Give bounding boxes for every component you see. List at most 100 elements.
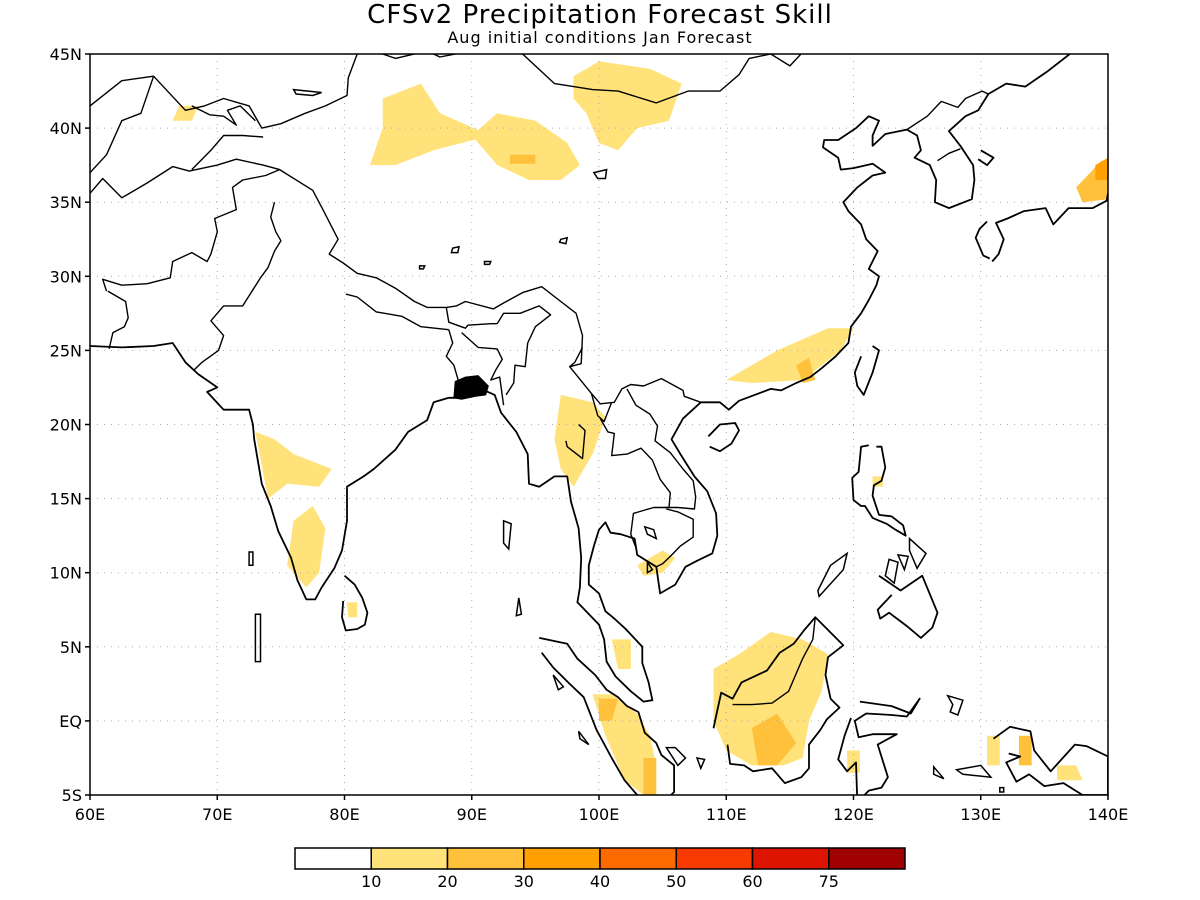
island-outline [908,536,927,570]
skill-region-20-30 [509,154,536,164]
coastline [707,422,740,453]
map-title: CFSv2 Precipitation Forecast Skill [367,0,833,30]
country-border [90,54,358,129]
colorbar-label: 20 [437,872,457,891]
country-border [191,105,256,126]
skill-region-20-30 [643,758,657,795]
island-outline [695,757,706,771]
skill-region-10-20 [471,113,580,180]
island-outline [999,786,1005,793]
country-border [345,293,449,331]
country-border [461,332,505,406]
lake-outline [418,265,426,270]
country-border [626,388,697,510]
colorbar-label: 50 [666,872,686,891]
skill-region-30-40 [1095,157,1108,180]
country-border [279,169,702,405]
coastline [974,220,991,260]
island-outline [515,597,523,617]
skill-region-10-20 [573,61,682,151]
island-outline [254,613,262,663]
coastline [876,574,939,639]
y-tick-label: EQ [59,712,82,731]
colorbar-swatch [675,847,754,870]
skill-region-10-20 [347,602,358,618]
y-tick-label: 5S [62,786,82,805]
coastline [853,345,880,396]
country-border [569,347,584,368]
country-border [90,75,155,174]
colorbar-swatch [370,847,449,870]
country-border [732,617,816,706]
x-tick-label: 120E [833,805,874,824]
coastline [851,444,907,537]
y-tick-label: 35N [50,193,82,212]
island-outline [954,764,993,779]
colorbar-swatch [751,847,830,870]
y-tick-label: 40N [50,119,82,138]
x-tick-label: 60E [75,805,105,824]
country-border [770,54,802,67]
colorbar-swatch [828,847,906,870]
coastline [341,575,369,632]
y-tick-label: 10N [50,564,82,583]
x-tick-label: 130E [960,805,1001,824]
x-tick-label: 90E [457,805,487,824]
country-border [937,148,961,162]
country-border [90,158,281,292]
island-outline [646,559,654,575]
skill-region-10-20 [370,83,491,166]
skill-region-20-30 [1018,735,1032,766]
lake-outline [292,88,322,97]
colorbar-swatch [446,847,525,870]
skill-region-10-20 [987,735,1000,766]
coastlines-and-borders [90,0,1108,795]
skill-region-10-20 [726,328,854,383]
island-outline [502,519,513,551]
country-border [193,202,282,371]
x-tick-label: 140E [1088,805,1129,824]
colorbar-label: 10 [361,872,381,891]
coastline [837,697,921,795]
skill-region-20-30 [599,698,619,721]
island-outline [884,558,899,585]
country-border [496,305,552,396]
island-outline [665,746,687,767]
coastline [90,54,1071,703]
country-border [445,307,498,329]
y-tick-label: 5N [60,638,82,657]
latitude-axis: 45N 40N 35N 30N 25N 20N 15N 10N 5N EQ 5S [50,45,90,805]
country-border [906,90,989,131]
country-border [107,290,129,350]
river-delta [453,375,489,400]
colorbar-swatch [599,847,677,870]
skill-region-20-30 [751,713,797,766]
country-border [348,0,440,51]
island-outline [552,674,565,691]
colorbar-swatch [294,847,372,870]
skill-region-10-20 [611,639,631,669]
island-outline [932,764,945,780]
island-outline [817,551,849,599]
island-outline [896,553,910,572]
y-tick-label: 25N [50,341,82,360]
island-outline [577,730,590,746]
skill-region-10-20 [255,431,332,499]
country-border [382,54,771,104]
y-tick-label: 45N [50,45,82,64]
lake-outline [592,168,608,180]
skill-region-10-20 [172,105,199,121]
x-tick-label: 110E [706,805,747,824]
country-border [191,134,264,171]
colorbar-label: 30 [514,872,534,891]
y-tick-label: 15N [50,490,82,509]
coastline [712,616,845,784]
island-outline [248,551,254,567]
lake-outline [643,525,658,541]
x-tick-label: 70E [202,805,232,824]
x-tick-label: 80E [329,805,359,824]
country-border [599,418,671,548]
lake-outline [558,236,569,245]
y-tick-label: 30N [50,267,82,286]
longitude-axis: 60E 70E 80E 90E 100E 110E 120E 130E 140E [75,795,1129,824]
